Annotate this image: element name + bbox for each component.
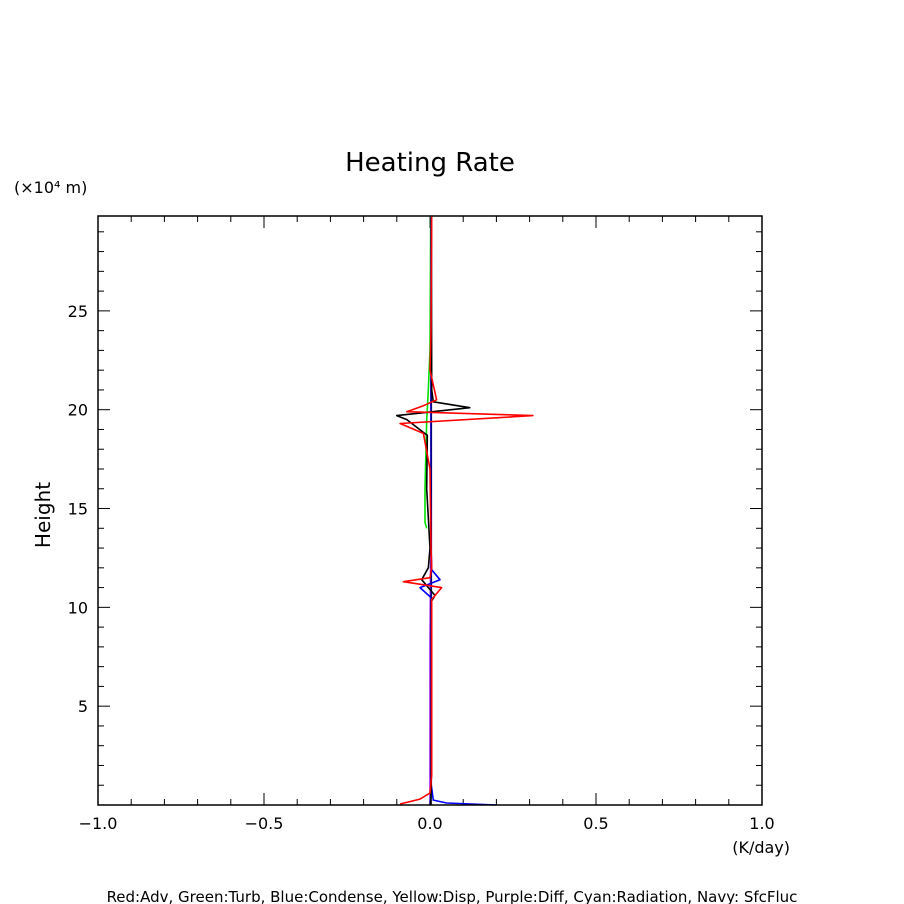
- legend-text: Red:Adv, Green:Turb, Blue:Condense, Yell…: [107, 888, 798, 904]
- x-tick-label: −1.0: [79, 814, 118, 833]
- x-tick-label: 0.5: [583, 814, 608, 833]
- y-tick-label: 5: [78, 697, 88, 716]
- y-tick-label: 20: [68, 401, 88, 420]
- plot-frame: [97, 215, 763, 806]
- x-axis-label: (K/day): [732, 838, 790, 857]
- x-tick-label: 1.0: [749, 814, 774, 833]
- y-axis-label: Height: [31, 482, 55, 548]
- y-tick-label: 10: [68, 598, 88, 617]
- y-unit-label: (×10⁴ m): [14, 178, 87, 197]
- series-line-total: [395, 215, 471, 806]
- tick-labels: −1.0 −0.5 0.0 0.5 1.0 5 10 15 20 25: [68, 302, 775, 833]
- y-tick-label: 15: [68, 500, 88, 519]
- chart-title: Heating Rate: [345, 148, 515, 178]
- x-tick-label: −0.5: [245, 814, 284, 833]
- y-tick-label: 25: [68, 302, 88, 321]
- series-line-adv: [399, 215, 534, 805]
- series-layer: [395, 215, 534, 806]
- axis-ticks: [97, 216, 763, 805]
- x-tick-label: 0.0: [417, 814, 442, 833]
